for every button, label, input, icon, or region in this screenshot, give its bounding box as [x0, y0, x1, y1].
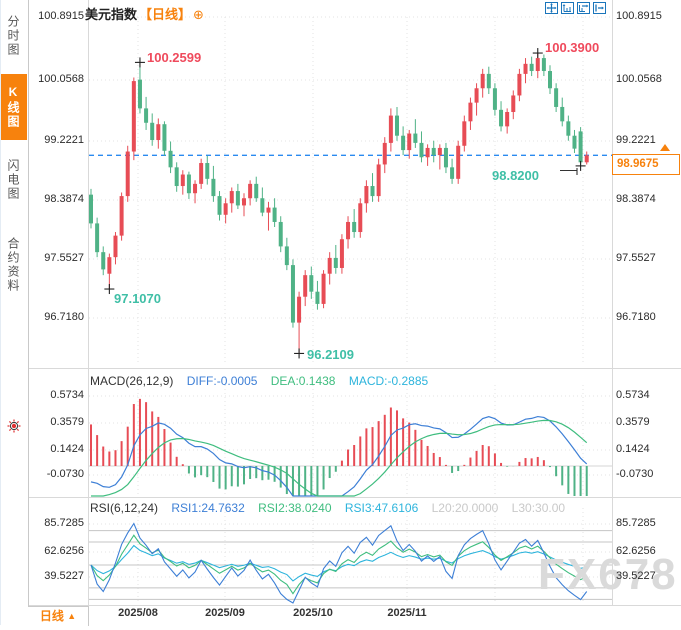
zoom-out-axis-icon[interactable] [577, 2, 590, 14]
x-label-sep: 2025/09 [205, 607, 245, 619]
y-tick-left-2: 99.2221 [44, 134, 84, 146]
rsi-tick-left-2: 39.5227 [44, 570, 84, 582]
rsi-l20-value: L20:20.0000 [431, 501, 499, 515]
rsi-title: RSI(6,12,24) [90, 501, 159, 515]
y-tick-right-4: 97.5527 [616, 252, 656, 264]
pan-crosshair-icon[interactable] [545, 2, 558, 14]
y-tick-right-3: 98.3874 [616, 193, 656, 205]
tab-arrow-icon: ▲ [67, 611, 77, 621]
y-tick-left-3: 98.3874 [44, 193, 84, 205]
x-label-nov: 2025/11 [387, 607, 427, 619]
y-tick-left-1: 100.0568 [38, 73, 84, 85]
blink-alert-icon [7, 419, 21, 433]
y-tick-right-1: 100.0568 [616, 73, 662, 85]
zoom-in-axis-icon[interactable] [561, 2, 574, 14]
macd-tick-right-0: 0.5734 [616, 389, 650, 401]
macd-tick-right-1: 0.3579 [616, 416, 650, 428]
y-tick-left-4: 97.5527 [44, 252, 84, 264]
window-left-edge [0, 0, 1, 625]
rsi-tick-right-0: 85.7285 [616, 517, 656, 529]
macd-tick-left-2: 0.1424 [50, 443, 84, 455]
annotation-low-96-2109: 96.2109 [307, 347, 354, 362]
y-tick-left-0: 100.8915 [38, 10, 84, 22]
macd-tick-right-3: -0.0730 [616, 468, 654, 480]
y-tick-right-5: 96.7180 [616, 311, 656, 323]
watermark: FX678 [538, 550, 678, 599]
jump-to-latest-icon[interactable] [593, 2, 606, 14]
macd-value: MACD:-0.2885 [348, 374, 429, 388]
add-circle-icon[interactable]: ⊕ [193, 7, 204, 22]
sidebar-item-timeshare[interactable]: 分时图 [6, 15, 20, 57]
macd-title: MACD(26,12,9) [90, 374, 174, 388]
y-tick-right-0: 100.8915 [616, 10, 662, 22]
annotation-high-100-2599: 100.2599 [147, 50, 202, 65]
rsi-tick-right-2: 39.5227 [616, 570, 656, 582]
rsi-l30-value: L30:30.00 [511, 501, 566, 515]
sidebar-item-kline[interactable]: K线图 [0, 74, 27, 140]
x-label-aug: 2025/08 [118, 607, 158, 619]
page-title: 美元指数 【日线】 ⊕ [85, 4, 204, 23]
rsi-header: RSI(6,12,24) RSI1:24.7632 RSI2:38.0240 R… [90, 501, 575, 515]
tab-daily-label: 日线 [39, 609, 64, 623]
annotation-high-100-3900: 100.3900 [545, 40, 600, 55]
price-up-arrow-icon [660, 144, 670, 151]
current-price-badge: 98.9675 [612, 154, 680, 175]
macd-diff-value: DIFF:-0.0005 [186, 374, 258, 388]
macd-tick-left-1: 0.3579 [50, 416, 84, 428]
annotation-low-98-8200: 98.8200 [492, 168, 539, 183]
sidebar-item-lightning[interactable]: 闪电图 [6, 159, 20, 201]
rsi-tick-left-1: 62.6256 [44, 545, 84, 557]
sidebar-item-contract-info[interactable]: 合约资料 [6, 237, 20, 293]
tab-daily[interactable]: 日线 ▲ [28, 606, 89, 626]
period-tag: 【日线】 [139, 7, 192, 22]
rsi3-value: RSI3:47.6106 [344, 501, 419, 515]
y-tick-left-5: 96.7180 [44, 311, 84, 323]
rsi-tick-right-1: 62.6256 [616, 545, 656, 557]
y-tick-right-2: 99.2221 [616, 134, 656, 146]
chart-toolbar [545, 2, 606, 14]
rsi1-value: RSI1:24.7632 [171, 501, 245, 515]
rsi2-value: RSI2:38.0240 [258, 501, 332, 515]
macd-header: MACD(26,12,9) DIFF:-0.0005 DEA:0.1438 MA… [90, 374, 438, 388]
symbol-name: 美元指数 [85, 7, 138, 22]
annotation-low-97-1070: 97.1070 [114, 291, 161, 306]
macd-tick-left-0: 0.5734 [50, 389, 84, 401]
x-label-oct: 2025/10 [293, 607, 333, 619]
sidebar: 分时图 K线图 闪电图 合约资料 [0, 0, 29, 625]
macd-tick-right-2: 0.1424 [616, 443, 650, 455]
rsi-tick-left-0: 85.7285 [44, 517, 84, 529]
macd-dea-value: DEA:0.1438 [270, 374, 336, 388]
macd-tick-left-3: -0.0730 [46, 468, 84, 480]
